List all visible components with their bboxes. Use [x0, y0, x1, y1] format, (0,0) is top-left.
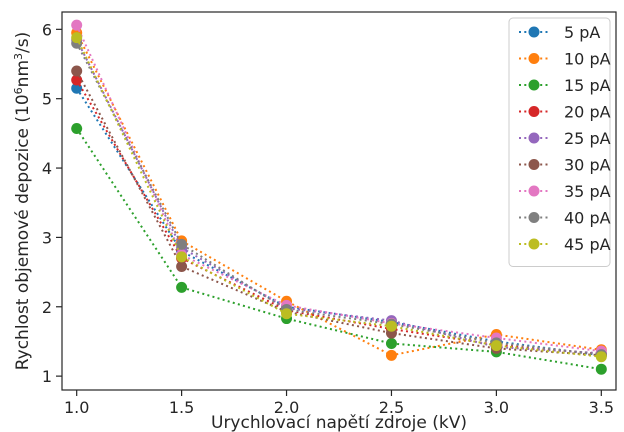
data-point [71, 32, 83, 44]
data-point [71, 19, 83, 31]
legend-label: 35 pA [564, 182, 611, 201]
data-point [281, 308, 293, 320]
legend-label: 5 pA [564, 23, 600, 42]
legend-marker [528, 159, 540, 170]
legend-marker [528, 26, 540, 38]
series-line [75, 127, 602, 371]
legend-entry: 25 pA [519, 129, 611, 148]
y-axis-label: Rychlost objemové depozice (106nm3/s) [12, 32, 33, 371]
legend-marker [528, 106, 540, 117]
legend-entry: 5 pA [519, 23, 600, 42]
x-tick-label: 2.0 [274, 398, 299, 417]
legend-entry: 30 pA [519, 156, 611, 175]
legend: 5 pA 10 pA 15 pA 20 pA 25 pA 30 pA 35 pA 40 pA 4… [508, 17, 611, 267]
plot-frame [61, 11, 617, 391]
y-axis-label-sup2: 3 [12, 53, 25, 60]
legend-entry: 35 pA [519, 182, 611, 201]
legend-marker [528, 53, 540, 64]
y-tick-label: 4 [42, 159, 52, 178]
x-tick-label: 1.5 [169, 398, 194, 417]
y-axis-label-end: /s) [13, 32, 33, 53]
legend-marker [528, 185, 540, 197]
y-axis-label-main: Rychlost objemové depozice (10 [13, 94, 33, 370]
series-line [75, 24, 602, 353]
y-axis-label-sup1: 6 [12, 87, 25, 94]
data-point [176, 238, 188, 250]
series-45-pa [71, 32, 607, 363]
y-tick-label: 1 [42, 367, 52, 386]
data-point [490, 340, 502, 352]
legend-marker [528, 79, 540, 91]
legend-label: 15 pA [564, 76, 611, 95]
legend-entry: 45 pA [519, 235, 611, 254]
data-point [385, 338, 397, 350]
y-tick-label: 2 [42, 298, 52, 317]
x-ticks: 1.0 1.5 2.0 2.5 3.0 3.5 [64, 390, 614, 417]
data-point [176, 281, 188, 293]
series-layer [71, 19, 607, 375]
x-tick-label: 1.0 [64, 398, 89, 417]
legend-entry: 20 pA [519, 103, 611, 122]
data-point [176, 251, 188, 263]
legend-entry: 10 pA [519, 50, 611, 69]
y-tick-label: 6 [42, 20, 52, 39]
series-line [75, 37, 602, 358]
y-ticks: 1 2 3 4 5 6 [42, 20, 62, 386]
series-line [75, 42, 602, 356]
legend-label: 45 pA [564, 235, 611, 254]
y-axis-label-mid: nm [13, 60, 33, 87]
data-point [595, 351, 607, 363]
legend-entry: 40 pA [519, 209, 611, 228]
data-point [176, 261, 188, 273]
legend-entry: 15 pA [519, 76, 611, 95]
legend-label: 20 pA [564, 103, 611, 122]
legend-label: 40 pA [564, 209, 611, 228]
legend-label: 25 pA [564, 129, 611, 148]
data-point [385, 320, 397, 332]
legend-marker [528, 132, 540, 144]
legend-label: 10 pA [564, 50, 611, 69]
data-point [71, 65, 83, 77]
y-tick-label: 3 [42, 228, 52, 247]
legend-label: 30 pA [564, 156, 611, 175]
x-tick-label: 3.5 [589, 398, 614, 417]
legend-marker [528, 238, 540, 250]
x-axis-label: Urychlovací napětí zdroje (kV) [211, 413, 467, 432]
x-tick-label: 2.5 [379, 398, 404, 417]
data-point [71, 123, 83, 135]
legend-marker [528, 212, 540, 223]
data-point [385, 349, 397, 361]
x-tick-label: 3.0 [484, 398, 509, 417]
data-point [595, 363, 607, 375]
y-tick-label: 5 [42, 90, 52, 109]
